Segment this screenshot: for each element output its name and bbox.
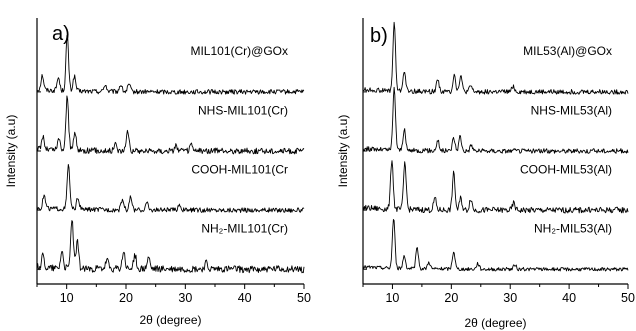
xrd-trace [36,34,305,95]
x-axis-label: 2θ (degree) [139,313,201,327]
panel-label: b) [370,25,388,47]
x-tick-label: 50 [297,291,311,305]
x-axis-label: 2θ (degree) [464,316,526,330]
series-label: COOH-MIL101(Cr [191,162,288,176]
series-label: NHS-MIL53(Al) [531,103,612,117]
x-tick-label: 40 [238,291,252,305]
x-tick-label: 20 [119,291,133,305]
x-tick-label: 20 [444,291,458,305]
panel-label: a) [52,23,70,45]
xrd-trace [36,163,305,213]
y-axis-label: Intensity (a.u) [336,115,350,188]
xrd-trace [36,95,305,155]
xrd-trace [362,86,629,154]
series-label: MIL53(Al)@GOx [523,44,612,58]
series-label: COOH-MIL53(Al) [520,162,612,176]
series-label: MIL101(Cr)@GOx [190,44,288,58]
panel-a: 10 20 30 40 50 2θ (degree) Intensity (a.u) a) MI… [4,18,311,327]
x-tick-label: 40 [562,291,576,305]
x-tick-label: 10 [60,291,74,305]
x-tick-label: 30 [178,291,192,305]
xrd-trace [36,220,305,274]
xrd-trace [362,219,629,272]
x-tick-label: 50 [621,291,635,305]
series-label: NH₂-MIL53(Al) [534,222,612,236]
xrd-trace [362,21,629,95]
xrd-trace [362,160,629,214]
panel-b: 10 20 30 40 50 2θ (degree) Intensity (a.u) b) MI… [336,18,635,330]
series-label: NH₂-MIL101(Cr) [201,222,288,236]
x-tick-label: 30 [503,291,517,305]
x-tick-label: 10 [385,291,399,305]
series-label: NHS-MIL101(Cr) [198,103,288,117]
y-axis-label: Intensity (a.u) [4,115,18,188]
